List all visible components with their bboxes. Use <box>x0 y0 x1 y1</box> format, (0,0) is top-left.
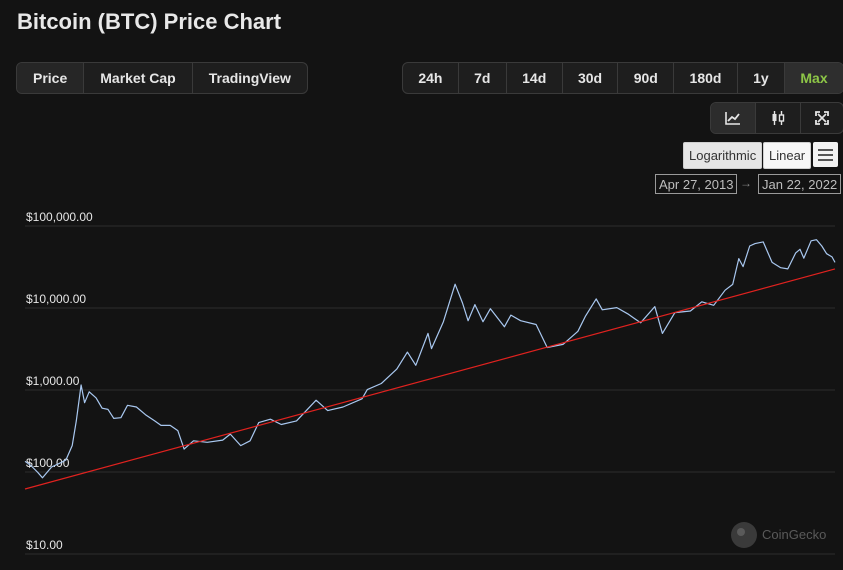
linear-scale-button[interactable]: Linear <box>763 142 812 169</box>
candlestick-icon <box>772 111 785 125</box>
candlestick-button[interactable] <box>756 103 801 133</box>
y-tick-label: $1,000.00 <box>26 374 80 388</box>
y-tick-label: $10.00 <box>26 538 63 552</box>
line-chart-button[interactable] <box>711 103 756 133</box>
hamburger-icon <box>818 153 833 156</box>
y-tick-label: $10,000.00 <box>26 292 86 306</box>
range-90d-button[interactable]: 90d <box>618 63 675 93</box>
y-tick-label: $100,000.00 <box>26 210 93 224</box>
date-from-input[interactable]: Apr 27, 2013 <box>655 174 738 194</box>
date-to-input[interactable]: Jan 22, 2022 <box>758 174 842 194</box>
logarithmic-scale-button[interactable]: Logarithmic <box>683 142 763 169</box>
range-14d-button[interactable]: 14d <box>507 63 563 93</box>
price-line <box>24 239 836 479</box>
chart-type-tools <box>710 102 843 134</box>
date-range-arrow: → <box>740 176 752 190</box>
range-7d-button[interactable]: 7d <box>459 63 507 93</box>
fullscreen-icon <box>815 111 829 125</box>
tab-market-cap[interactable]: Market Cap <box>84 63 193 93</box>
range-24h-button[interactable]: 24h <box>403 63 459 93</box>
chart-menu-button[interactable] <box>813 142 838 167</box>
range-180d-button[interactable]: 180d <box>674 63 738 93</box>
y-axis-labels: $100,000.00 $10,000.00 $1,000.00 $100.00 $10… <box>26 210 93 552</box>
range-1y-button[interactable]: 1y <box>738 63 786 93</box>
range-max-button[interactable]: Max <box>785 63 843 93</box>
chart-series <box>24 239 836 490</box>
hamburger-icon <box>818 148 833 151</box>
range-tabs: 24h 7d 14d 30d 90d 180d 1y Max <box>402 62 843 94</box>
range-30d-button[interactable]: 30d <box>563 63 619 93</box>
line-chart-icon <box>725 112 740 125</box>
hamburger-icon <box>818 158 833 161</box>
trend-line <box>24 268 836 490</box>
page-title: Bitcoin (BTC) Price Chart <box>17 9 282 34</box>
watermark-text: CoinGecko <box>762 527 826 542</box>
tab-tradingview[interactable]: TradingView <box>208 70 291 86</box>
chart-grid <box>25 225 835 555</box>
coingecko-logo-eye <box>737 528 745 536</box>
fullscreen-button[interactable] <box>801 103 843 133</box>
coingecko-logo-icon <box>731 522 757 548</box>
y-tick-label: $100.00 <box>26 456 70 470</box>
price-chart[interactable]: $100,000.00 $10,000.00 $1,000.00 $100.00 $10… <box>0 200 843 565</box>
view-tabs: Price Market Cap TradingView <box>16 62 308 94</box>
tab-price[interactable]: Price <box>17 63 85 93</box>
coingecko-watermark: CoinGecko <box>731 522 826 548</box>
